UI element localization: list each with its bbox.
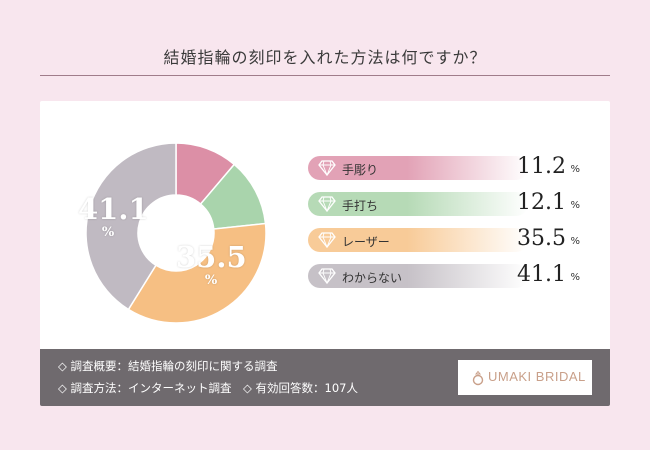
legend-unit: %	[570, 164, 580, 175]
legend-category: わからない	[342, 271, 403, 285]
pct-label-laser-value: 35.5	[176, 240, 247, 274]
slice-laser	[127, 222, 267, 324]
slice-unknown	[85, 142, 177, 311]
ring-icon	[472, 370, 484, 386]
legend-category: 手彫り	[342, 163, 379, 177]
chart-title: 結婚指輪の刻印を入れた方法は何ですか？	[163, 48, 487, 67]
pct-label-laser-unit: %	[204, 273, 218, 288]
pct-label-unknown-unit: %	[101, 225, 115, 240]
legend-pill	[308, 228, 528, 252]
legend-pill	[308, 264, 528, 288]
survey-footer: ◇ 調査概要：結婚指輪の刻印に関する調査 ◇ 調査方法：インターネット調査 ◇ …	[40, 349, 610, 406]
pct-label-laser: 35.5 %	[176, 240, 247, 288]
chart-card: 35.5 % 41.1 % 手彫り 11.2 % 手打ち 12.1 %	[40, 101, 610, 406]
diamond-icon	[318, 232, 336, 248]
legend-unit: %	[570, 236, 580, 247]
legend-row-unknown: わからない 41.1 %	[308, 262, 588, 288]
brand-logo: UMAKI BRIDAL	[458, 360, 592, 395]
brand-name: UMAKI BRIDAL	[488, 369, 586, 384]
pct-label-unknown: 41.1 %	[78, 192, 149, 240]
legend: 手彫り 11.2 % 手打ち 12.1 % レーザー 35.5 %	[308, 154, 588, 300]
legend-value: 11.2	[517, 154, 566, 179]
legend-row-laser: レーザー 35.5 %	[308, 226, 588, 252]
legend-pill	[308, 192, 528, 216]
legend-row-hand-stamped: 手打ち 12.1 %	[308, 190, 588, 216]
legend-value: 41.1	[517, 262, 566, 287]
legend-unit: %	[570, 200, 580, 211]
diamond-icon	[318, 160, 336, 176]
legend-category: レーザー	[342, 235, 390, 249]
diamond-icon	[318, 268, 336, 284]
survey-method: ◇ 調査方法：インターネット調査 ◇ 有効回答数：107人	[58, 381, 358, 395]
legend-value: 35.5	[517, 226, 566, 251]
legend-unit: %	[570, 272, 580, 283]
pct-label-unknown-value: 41.1	[78, 192, 149, 226]
legend-value: 12.1	[517, 190, 566, 215]
legend-category: 手打ち	[342, 199, 379, 213]
legend-pill	[308, 156, 528, 180]
donut-chart	[85, 142, 267, 324]
diamond-icon	[318, 196, 336, 212]
survey-overview: ◇ 調査概要：結婚指輪の刻印に関する調査	[58, 359, 278, 373]
legend-row-hand-engraved: 手彫り 11.2 %	[308, 154, 588, 180]
title-divider	[40, 75, 610, 76]
